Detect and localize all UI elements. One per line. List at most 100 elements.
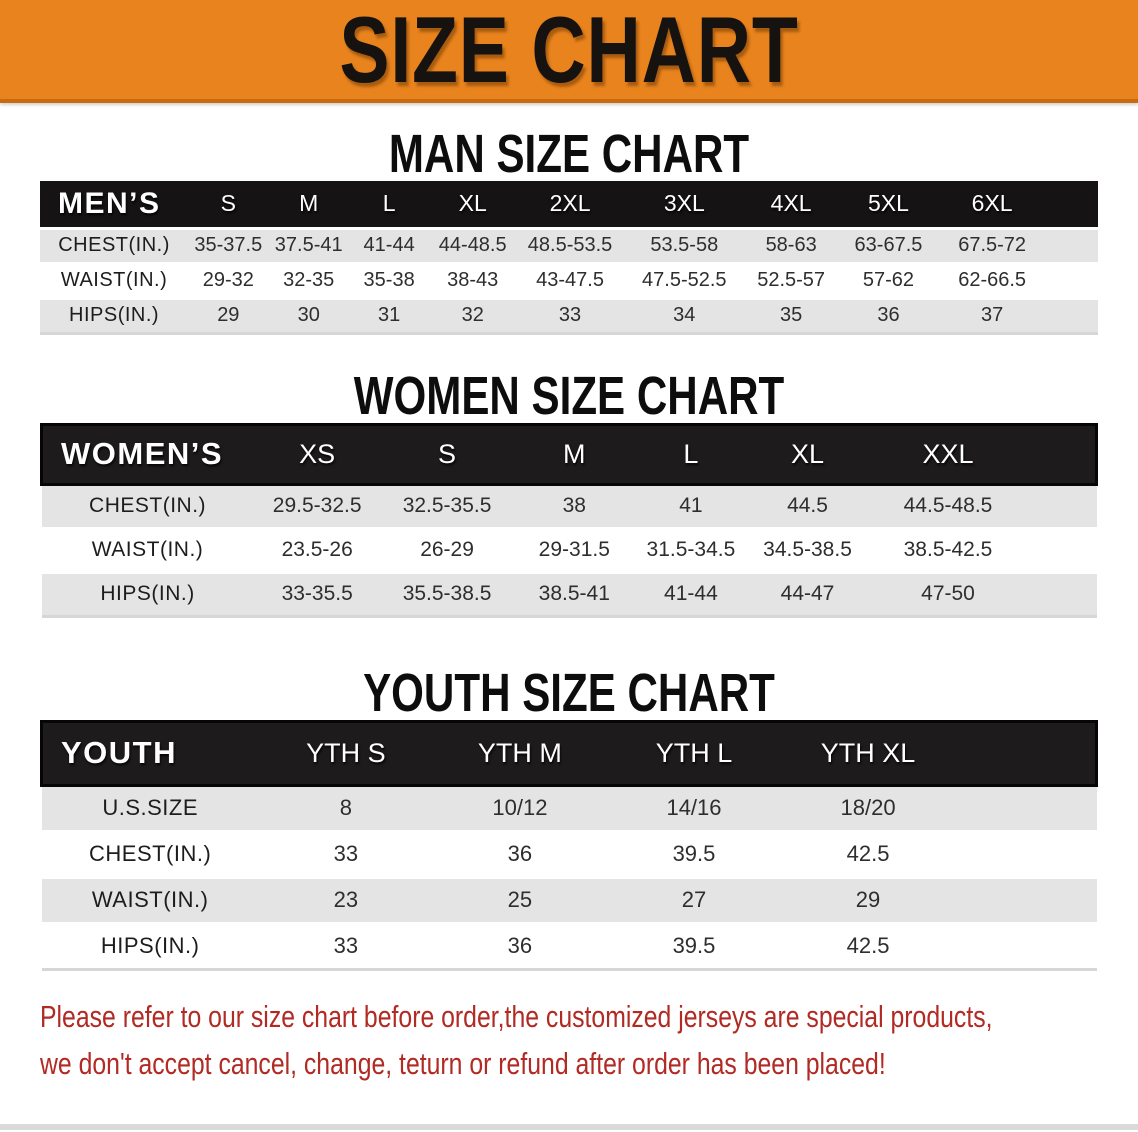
size-value-cell: 10/12 bbox=[492, 795, 548, 820]
row-label: WAIST(IN.) bbox=[91, 887, 209, 912]
size-value-cell: 67.5-72 bbox=[958, 234, 1027, 256]
row-spacer bbox=[1045, 228, 1098, 263]
size-value-cell: 44-48.5 bbox=[438, 234, 507, 256]
size-col-header: YTH M bbox=[477, 737, 562, 768]
size-value-cell: 52.5-57 bbox=[757, 269, 826, 291]
size-value-cell: 47.5-52.5 bbox=[642, 269, 727, 291]
banner: SIZE CHART bbox=[0, 0, 1138, 103]
size-value-cell: 38-43 bbox=[447, 269, 499, 291]
men-section-heading: MAN SIZE CHART bbox=[388, 124, 750, 184]
size-value-cell: 26-29 bbox=[420, 538, 474, 561]
row-label: CHEST(IN.) bbox=[89, 841, 212, 866]
size-value-cell: 32 bbox=[461, 304, 484, 326]
size-value-cell: 29-32 bbox=[202, 269, 254, 291]
size-col-header: XS bbox=[299, 438, 336, 469]
header-spacer bbox=[1028, 424, 1097, 484]
women-size-table: WOMEN’S XS S M L XL XXL CHEST(IN.) 29.5-32.5 32.5… bbox=[40, 423, 1098, 618]
size-value-cell: 36 bbox=[877, 304, 900, 326]
size-col-header: XL bbox=[458, 190, 487, 217]
size-value-cell: 38.5-42.5 bbox=[903, 538, 993, 561]
size-header-row: WOMEN’S XS S M L XL XXL bbox=[41, 424, 1097, 484]
table-row: CHEST(IN.) 35-37.5 37.5-41 41-44 44-48.5 48.5… bbox=[40, 228, 1098, 263]
men-size-table: MEN’S S M L XL 2XL 3XL 4XL 5XL 6XL CHEST(IN.) 35-37… bbox=[40, 181, 1098, 335]
table-row: HIPS(IN.) 29 30 31 32 33 34 35 36 37 bbox=[40, 298, 1098, 333]
size-header-row: MEN’S S M L XL 2XL 3XL 4XL 5XL 6XL bbox=[40, 181, 1098, 228]
bottom-edge-strip bbox=[0, 1124, 1138, 1130]
size-value-cell: 33 bbox=[333, 841, 359, 866]
size-value-cell: 41-44 bbox=[363, 234, 415, 256]
size-value-cell: 63-67.5 bbox=[854, 234, 923, 256]
size-value-cell: 44-47 bbox=[780, 582, 835, 605]
size-value-cell: 27 bbox=[681, 887, 707, 912]
size-value-cell: 32.5-35.5 bbox=[402, 494, 492, 517]
disclaimer-line-2: we don't accept cancel, change, teturn o… bbox=[40, 1045, 886, 1081]
youth-size-table: YOUTH YTH S YTH M YTH L YTH XL U.S.SIZE 8 10/12… bbox=[40, 720, 1098, 971]
youth-section-heading: YOUTH SIZE CHART bbox=[363, 662, 775, 723]
size-value-cell: 57-62 bbox=[862, 269, 915, 291]
size-value-cell: 39.5 bbox=[672, 841, 716, 866]
section-men: MAN SIZE CHART MEN’S S M L XL 2XL 3XL 4XL 5XL 6XL… bbox=[0, 127, 1138, 335]
size-value-cell: 36 bbox=[507, 933, 533, 958]
size-value-cell: 29-31.5 bbox=[538, 538, 610, 561]
header-spacer bbox=[1045, 181, 1098, 228]
table-row: U.S.SIZE 8 10/12 14/16 18/20 bbox=[41, 785, 1097, 831]
size-value-cell: 25 bbox=[507, 887, 533, 912]
table-row: HIPS(IN.) 33-35.5 35.5-38.5 38.5-41 41-44 44-… bbox=[41, 572, 1097, 616]
row-label: CHEST(IN.) bbox=[89, 494, 207, 517]
size-value-cell: 34.5-38.5 bbox=[763, 538, 852, 561]
size-value-cell: 31 bbox=[378, 304, 401, 326]
table-row: HIPS(IN.) 33 36 39.5 42.5 bbox=[41, 923, 1097, 969]
size-value-cell: 34 bbox=[673, 304, 696, 326]
size-header-row: YOUTH YTH S YTH M YTH L YTH XL bbox=[41, 721, 1097, 785]
size-value-cell: 35-38 bbox=[363, 269, 415, 291]
table-row: CHEST(IN.) 29.5-32.5 32.5-35.5 38 41 44.5 44.5… bbox=[41, 484, 1097, 528]
group-label: WOMEN’S bbox=[61, 436, 224, 471]
size-value-cell: 58-63 bbox=[765, 234, 817, 256]
size-value-cell: 32-35 bbox=[283, 269, 335, 291]
row-spacer bbox=[955, 877, 1096, 923]
size-value-cell: 8 bbox=[339, 795, 352, 820]
row-label: CHEST(IN.) bbox=[58, 234, 170, 256]
size-col-header: YTH S bbox=[306, 737, 386, 768]
table-row: WAIST(IN.) 23 25 27 29 bbox=[41, 877, 1097, 923]
size-col-header: XXL bbox=[922, 438, 974, 469]
size-value-cell: 23 bbox=[333, 887, 359, 912]
row-label: U.S.SIZE bbox=[102, 795, 198, 820]
size-value-cell: 33 bbox=[558, 304, 582, 326]
row-spacer bbox=[955, 831, 1096, 877]
size-col-header: 3XL bbox=[663, 190, 705, 217]
size-value-cell: 23.5-26 bbox=[281, 538, 353, 561]
size-value-cell: 29 bbox=[855, 887, 881, 912]
size-col-header: S bbox=[220, 190, 236, 217]
group-label: YOUTH bbox=[61, 735, 177, 770]
size-col-header: 5XL bbox=[868, 190, 909, 217]
row-label: WAIST(IN.) bbox=[60, 269, 168, 291]
row-spacer bbox=[1028, 528, 1097, 572]
size-col-header: 6XL bbox=[971, 190, 1013, 217]
size-value-cell: 35-37.5 bbox=[194, 234, 263, 256]
size-value-cell: 38.5-41 bbox=[538, 582, 610, 605]
size-value-cell: 38 bbox=[562, 494, 586, 517]
group-label: MEN’S bbox=[58, 186, 161, 220]
size-value-cell: 42.5 bbox=[846, 933, 890, 958]
row-spacer bbox=[955, 785, 1096, 831]
section-women: WOMEN SIZE CHART WOMEN’S XS S M L XL XXL CHEST(… bbox=[0, 369, 1138, 618]
size-value-cell: 30 bbox=[297, 304, 320, 326]
size-value-cell: 36 bbox=[507, 841, 533, 866]
disclaimer-line-1: Please refer to our size chart before or… bbox=[40, 998, 993, 1034]
size-value-cell: 41-44 bbox=[664, 582, 718, 605]
size-value-cell: 29.5-32.5 bbox=[272, 494, 362, 517]
disclaimer: Please refer to our size chart before or… bbox=[40, 993, 1138, 1087]
size-value-cell: 33 bbox=[333, 933, 359, 958]
size-value-cell: 44.5-48.5 bbox=[903, 494, 993, 517]
size-col-header: L bbox=[683, 438, 699, 469]
size-value-cell: 43-47.5 bbox=[536, 269, 604, 291]
size-col-header: 2XL bbox=[549, 190, 591, 217]
row-spacer bbox=[955, 923, 1096, 969]
size-col-header: XL bbox=[791, 438, 825, 469]
row-label: HIPS(IN.) bbox=[100, 582, 195, 605]
table-row: CHEST(IN.) 33 36 39.5 42.5 bbox=[41, 831, 1097, 877]
row-label: HIPS(IN.) bbox=[100, 933, 200, 958]
size-value-cell: 39.5 bbox=[672, 933, 716, 958]
size-value-cell: 35 bbox=[780, 304, 803, 326]
